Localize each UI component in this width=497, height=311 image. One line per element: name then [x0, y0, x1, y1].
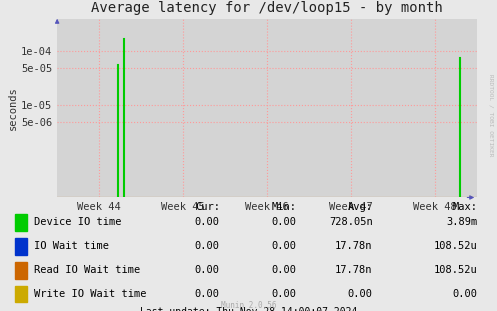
Bar — [15, 214, 27, 231]
Text: 17.78n: 17.78n — [335, 265, 373, 275]
Text: 108.52u: 108.52u — [434, 241, 478, 251]
Text: 3.89m: 3.89m — [446, 217, 478, 227]
Text: 0.00: 0.00 — [347, 289, 373, 299]
Text: 0.00: 0.00 — [271, 265, 296, 275]
Text: 108.52u: 108.52u — [434, 265, 478, 275]
Text: Max:: Max: — [452, 202, 478, 212]
Text: RRDTOOL / TOBI OETIKER: RRDTOOL / TOBI OETIKER — [488, 74, 493, 156]
Bar — [15, 286, 27, 302]
Bar — [15, 238, 27, 254]
Title: Average latency for /dev/loop15 - by month: Average latency for /dev/loop15 - by mon… — [91, 1, 443, 15]
Bar — [15, 262, 27, 279]
Text: 728.05n: 728.05n — [329, 217, 373, 227]
Text: 0.00: 0.00 — [452, 289, 478, 299]
Text: 0.00: 0.00 — [271, 217, 296, 227]
Text: 0.00: 0.00 — [195, 289, 220, 299]
Text: Device IO time: Device IO time — [34, 217, 121, 227]
Text: 0.00: 0.00 — [271, 289, 296, 299]
Text: Munin 2.0.56: Munin 2.0.56 — [221, 301, 276, 310]
Text: 0.00: 0.00 — [195, 241, 220, 251]
Text: Last update: Thu Nov 28 14:00:07 2024: Last update: Thu Nov 28 14:00:07 2024 — [140, 307, 357, 311]
Text: 0.00: 0.00 — [271, 241, 296, 251]
Text: 17.78n: 17.78n — [335, 241, 373, 251]
Text: IO Wait time: IO Wait time — [34, 241, 109, 251]
Y-axis label: seconds: seconds — [8, 86, 18, 130]
Text: Read IO Wait time: Read IO Wait time — [34, 265, 140, 275]
Text: Min:: Min: — [271, 202, 296, 212]
Text: Write IO Wait time: Write IO Wait time — [34, 289, 146, 299]
Text: 0.00: 0.00 — [195, 265, 220, 275]
Text: Avg:: Avg: — [347, 202, 373, 212]
Text: Cur:: Cur: — [195, 202, 220, 212]
Text: 0.00: 0.00 — [195, 217, 220, 227]
